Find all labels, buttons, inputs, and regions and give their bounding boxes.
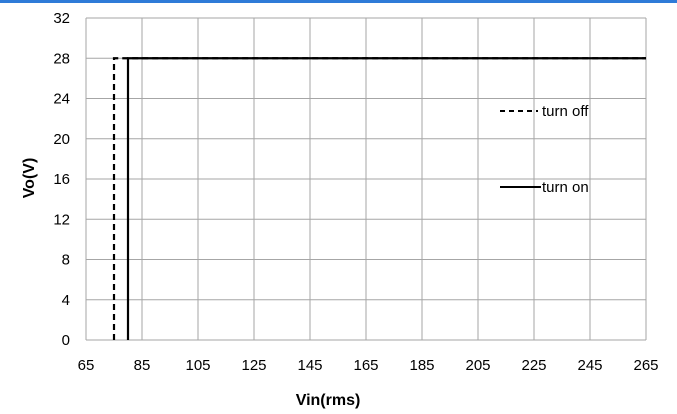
x-tick-label-7: 205 bbox=[465, 357, 490, 374]
x-tick-label-5: 165 bbox=[353, 357, 378, 374]
legend: turn off turn on bbox=[500, 103, 589, 196]
legend-label-turn-off: turn off bbox=[542, 103, 589, 120]
y-tick-label-4: 16 bbox=[53, 171, 70, 188]
x-tick-label-0: 65 bbox=[78, 357, 95, 374]
x-tick-label-9: 245 bbox=[577, 357, 602, 374]
y-tick-label-0: 0 bbox=[62, 332, 70, 349]
series-line-turn-on bbox=[126, 57, 646, 340]
x-axis-ticks: 65 85 105 125 145 165 185 205 225 245 265 bbox=[78, 357, 659, 374]
x-tick-label-10: 265 bbox=[633, 357, 658, 374]
y-tick-label-5: 20 bbox=[53, 131, 70, 148]
x-tick-label-8: 225 bbox=[521, 357, 546, 374]
series-line-turn-off bbox=[112, 57, 646, 340]
x-tick-label-6: 185 bbox=[409, 357, 434, 374]
y-tick-label-1: 4 bbox=[62, 292, 70, 309]
grid bbox=[85, 17, 647, 341]
y-axis-ticks: 0 4 8 12 16 20 24 28 32 bbox=[53, 10, 70, 349]
top-accent-bar bbox=[0, 0, 677, 3]
series-lines bbox=[112, 57, 646, 340]
x-tick-label-1: 85 bbox=[134, 357, 151, 374]
y-tick-label-8: 32 bbox=[53, 10, 70, 27]
y-axis-title: Vo(V) bbox=[21, 158, 38, 199]
x-tick-label-3: 125 bbox=[241, 357, 266, 374]
x-axis-title: Vin(rms) bbox=[296, 392, 361, 409]
y-tick-label-2: 8 bbox=[62, 252, 70, 269]
y-tick-label-6: 24 bbox=[53, 91, 70, 108]
x-tick-label-4: 145 bbox=[297, 357, 322, 374]
x-tick-label-2: 105 bbox=[185, 357, 210, 374]
legend-label-turn-on: turn on bbox=[542, 179, 589, 196]
y-tick-label-3: 12 bbox=[53, 211, 70, 228]
y-tick-label-7: 28 bbox=[53, 50, 70, 67]
